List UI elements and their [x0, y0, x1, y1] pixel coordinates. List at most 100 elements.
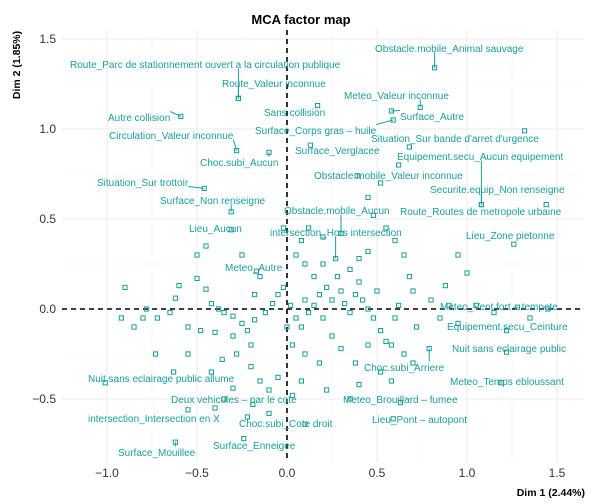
data-point [383, 225, 389, 231]
data-point [289, 342, 295, 348]
labeled-point [266, 149, 272, 156]
data-point [280, 284, 286, 290]
x-tick-label: −1.0 [95, 466, 119, 480]
points [102, 65, 551, 445]
data-point [208, 301, 215, 307]
point-label: Deux vehicules – par le cote [171, 395, 297, 406]
point-label: Choc.subi_Aucun [200, 158, 278, 169]
point-label: Meteo_Valeur inconnue [344, 91, 449, 102]
data-point [306, 225, 312, 231]
data-point [464, 270, 470, 276]
point-label: Route_Routes de metropole urbaine [400, 207, 562, 218]
data-point [428, 297, 434, 303]
data-point [208, 369, 215, 375]
data-point [396, 162, 402, 168]
data-point [545, 306, 551, 312]
point-label: Surface_Mouillee [118, 448, 196, 459]
data-point [252, 317, 258, 323]
point-label: Nuit sans eclairage public [452, 344, 566, 355]
data-point [289, 392, 295, 398]
data-point [298, 378, 304, 384]
data-point [338, 288, 344, 294]
point-label: Route_Valeur inconnue [222, 79, 326, 90]
data-point [239, 252, 245, 258]
labeled-point [388, 108, 394, 114]
data-point [280, 225, 286, 231]
data-point [347, 310, 353, 316]
data-point [194, 252, 200, 258]
data-point [275, 292, 281, 298]
point-label: Sans collision [264, 108, 325, 119]
data-point [131, 324, 137, 330]
labeled-point [478, 202, 484, 208]
point-label: Choc.subi_Arriere [364, 363, 444, 374]
labeled-point [543, 202, 549, 208]
labeled-point [390, 117, 396, 123]
label-connector [391, 110, 401, 112]
x-axis-title: Dim 1 (2.44%) [517, 487, 585, 499]
labeled-point [228, 209, 234, 215]
point-label: Choc.subi_Cote droit [239, 419, 333, 430]
data-point [342, 301, 348, 307]
labeled-point [426, 346, 432, 352]
data-point [446, 302, 452, 308]
labeled-point [172, 439, 179, 445]
labeled-point [397, 400, 403, 406]
data-point [262, 310, 268, 316]
point-label: Surface_Non renseigne [160, 196, 266, 207]
point-labels: Obstacle.mobile_Animal sauvage Route_Parc… [70, 44, 568, 459]
data-point [154, 315, 161, 321]
labeled-point [504, 349, 510, 355]
data-point [437, 315, 443, 321]
data-point [338, 346, 344, 352]
point-label: Obstacle.mobile_Animal sauvage [375, 44, 524, 55]
data-point [455, 252, 461, 258]
point-label: Meteo_Autre [225, 263, 283, 274]
data-point [356, 256, 362, 262]
data-point [230, 313, 236, 319]
data-point [302, 351, 308, 357]
labeled-point [250, 401, 256, 407]
x-tick-label: −0.5 [185, 466, 209, 480]
data-point [352, 292, 358, 298]
tick-labels: −1.0 −0.5 0.0 0.5 1.0 1.5 −0.5 0.0 0.5 1.0 1.5 [32, 32, 565, 480]
data-point [176, 283, 182, 289]
data-point [122, 284, 128, 290]
y-tick-label: 1.0 [39, 122, 56, 136]
data-point [406, 274, 412, 280]
data-point [442, 283, 448, 289]
point-label: Surface_Enneigee [213, 441, 296, 452]
x-tick-label: 1.5 [549, 466, 566, 480]
data-point [324, 284, 330, 290]
y-axis-title: Dim 2 (1.85%) [11, 31, 23, 99]
labeled-point [102, 380, 108, 386]
labeled-point [302, 421, 308, 427]
data-point [374, 288, 380, 294]
data-point [347, 266, 353, 272]
data-point [392, 238, 398, 244]
data-point [306, 310, 312, 316]
labeled-point [185, 407, 191, 413]
labeled-point [201, 185, 207, 192]
point-label: Equipement.secu_Ceinture [447, 322, 568, 333]
labeled-point [522, 128, 528, 134]
point-label: Autre collision [108, 113, 170, 124]
data-point [293, 315, 299, 321]
data-point [378, 369, 384, 375]
data-point [356, 382, 362, 388]
data-point [203, 243, 209, 249]
data-point [410, 288, 416, 294]
labeled-point [241, 436, 247, 442]
labeled-point [417, 104, 423, 111]
data-point [324, 387, 330, 393]
point-label: Situation_Sur bande d'arret d'urgence [371, 134, 539, 145]
data-point [185, 324, 191, 330]
data-point [365, 194, 371, 201]
labeled-point [514, 304, 520, 310]
point-label: Surface_Verglacee [295, 146, 380, 157]
labeled-point [390, 416, 396, 422]
point-label: Route_Parc de stationnement ouvert a la … [70, 60, 341, 71]
point-label: Securite.equip_Non renseigne [430, 185, 565, 196]
data-point [298, 324, 304, 330]
data-point [320, 315, 326, 321]
